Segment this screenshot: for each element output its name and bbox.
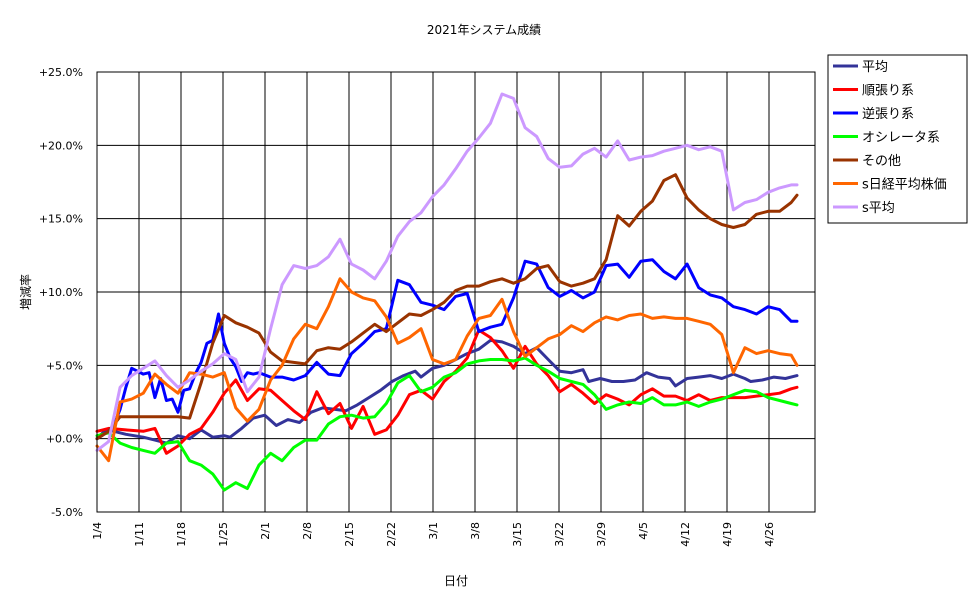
series-line-4 <box>95 356 799 492</box>
chart-title: 2021年システム成績 <box>427 23 541 37</box>
y-tick-label: +10.0% <box>39 286 83 299</box>
plot-area-border <box>96 71 816 513</box>
x-tick-label: 3/22 <box>553 522 566 547</box>
x-tick-label: 3/8 <box>469 522 482 540</box>
series-line-3 <box>95 258 799 441</box>
x-tick-label: 1/4 <box>91 522 104 540</box>
series-line-7 <box>95 92 799 452</box>
x-tick-label: 2/8 <box>301 522 314 540</box>
x-tick-label: 4/19 <box>721 522 734 547</box>
x-tick-label: 3/29 <box>595 522 608 547</box>
series-lines <box>95 92 799 492</box>
y-tick-label: +25.0% <box>39 66 83 79</box>
y-tick-label: +15.0% <box>39 213 83 226</box>
legend-entry-label: 平均 <box>862 60 888 75</box>
x-tick-label: 3/15 <box>511 522 524 547</box>
legend-entry-label: オシレータ系 <box>862 131 940 146</box>
y-tick-label: -5.0% <box>51 506 83 519</box>
y-tick-label: +5.0% <box>46 359 83 372</box>
x-axis-tick-labels: 1/4 1/11 1/18 1/25 2/1 2/8 2/15 2/22 3/1 3/8 3/15 3… <box>91 522 776 547</box>
legend-entry-label: s日経平均株価 <box>862 178 947 193</box>
x-tick-label: 2/22 <box>385 522 398 547</box>
x-tick-label: 4/5 <box>637 522 650 540</box>
x-tick-label: 1/18 <box>175 522 188 547</box>
x-tick-label: 4/12 <box>679 522 692 547</box>
x-axis-label: 日付 <box>444 574 468 588</box>
x-tick-label: 1/25 <box>217 522 230 547</box>
legend-entry-label: 順張り系 <box>862 84 914 99</box>
series-line-5 <box>95 173 799 441</box>
x-tick-label: 3/1 <box>427 522 440 540</box>
x-tick-label: 2/1 <box>259 522 272 540</box>
y-tick-label: +20.0% <box>39 139 83 152</box>
x-tick-label: 1/11 <box>133 522 146 547</box>
y-tick-label: +0.0% <box>46 433 83 446</box>
x-tick-label: 2/15 <box>343 522 356 547</box>
series-line-6 <box>95 277 799 463</box>
legend-entry-label: s平均 <box>862 201 895 216</box>
legend-entry-label: その他 <box>862 154 901 169</box>
y-axis-label: 増減率 <box>18 274 33 310</box>
legend-entry-label: 逆張り系 <box>862 106 914 122</box>
x-tick-label: 4/26 <box>763 522 776 547</box>
legend-box <box>827 54 968 224</box>
y-axis-tick-labels: +25.0% +20.0% +15.0% +10.0% +5.0% +0.0% -5.0% <box>39 66 83 519</box>
grid-lines <box>96 71 815 513</box>
